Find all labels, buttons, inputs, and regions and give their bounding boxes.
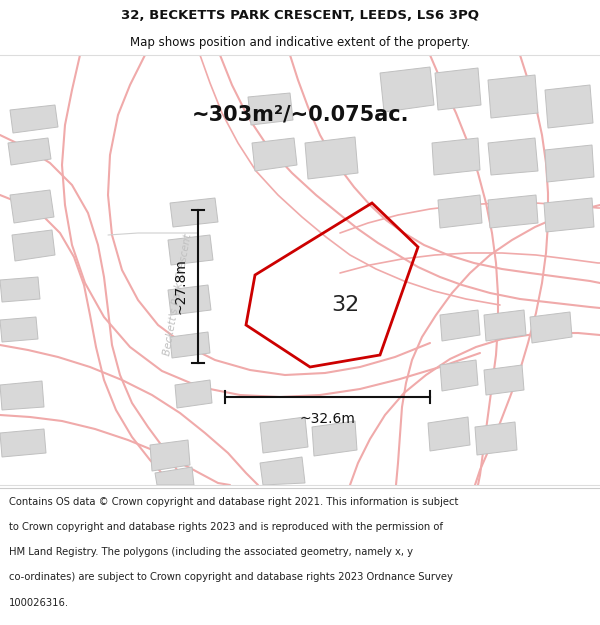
Polygon shape xyxy=(438,195,482,228)
Polygon shape xyxy=(488,138,538,175)
Text: to Crown copyright and database rights 2023 and is reproduced with the permissio: to Crown copyright and database rights 2… xyxy=(9,522,443,532)
Polygon shape xyxy=(175,380,212,408)
Polygon shape xyxy=(155,467,194,485)
Text: ~303m²/~0.075ac.: ~303m²/~0.075ac. xyxy=(191,105,409,125)
Text: 100026316.: 100026316. xyxy=(9,598,69,608)
Polygon shape xyxy=(248,93,293,125)
Polygon shape xyxy=(252,138,297,171)
Polygon shape xyxy=(168,235,213,265)
Polygon shape xyxy=(440,360,478,391)
Polygon shape xyxy=(475,422,517,455)
Polygon shape xyxy=(260,417,308,453)
Text: ~32.6m: ~32.6m xyxy=(299,412,355,426)
Polygon shape xyxy=(432,138,480,175)
Polygon shape xyxy=(484,365,524,395)
Polygon shape xyxy=(488,195,538,228)
Polygon shape xyxy=(545,85,593,128)
Polygon shape xyxy=(440,310,480,341)
Polygon shape xyxy=(0,429,46,457)
Polygon shape xyxy=(488,75,538,118)
Polygon shape xyxy=(0,317,38,342)
Polygon shape xyxy=(150,440,190,471)
Text: ~27.8m: ~27.8m xyxy=(173,259,187,314)
Text: 32: 32 xyxy=(331,296,359,316)
Polygon shape xyxy=(544,198,594,232)
Text: 32, BECKETTS PARK CRESCENT, LEEDS, LS6 3PQ: 32, BECKETTS PARK CRESCENT, LEEDS, LS6 3… xyxy=(121,9,479,22)
Polygon shape xyxy=(260,457,305,485)
Text: co-ordinates) are subject to Crown copyright and database rights 2023 Ordnance S: co-ordinates) are subject to Crown copyr… xyxy=(9,572,453,582)
Polygon shape xyxy=(435,68,481,110)
Polygon shape xyxy=(10,190,54,223)
Polygon shape xyxy=(8,138,51,165)
Polygon shape xyxy=(305,137,358,179)
Text: HM Land Registry. The polygons (including the associated geometry, namely x, y: HM Land Registry. The polygons (includin… xyxy=(9,548,413,558)
Polygon shape xyxy=(170,198,218,227)
Polygon shape xyxy=(10,105,58,133)
Text: Map shows position and indicative extent of the property.: Map shows position and indicative extent… xyxy=(130,36,470,49)
Polygon shape xyxy=(168,285,211,315)
Polygon shape xyxy=(312,421,357,456)
Polygon shape xyxy=(0,277,40,302)
Text: Beckett's Park Crescent: Beckett's Park Crescent xyxy=(163,233,194,357)
Polygon shape xyxy=(428,417,470,451)
Polygon shape xyxy=(545,145,594,182)
Text: Contains OS data © Crown copyright and database right 2021. This information is : Contains OS data © Crown copyright and d… xyxy=(9,497,458,507)
Polygon shape xyxy=(170,332,210,358)
Polygon shape xyxy=(530,312,572,343)
Polygon shape xyxy=(0,381,44,410)
Polygon shape xyxy=(380,67,434,112)
Polygon shape xyxy=(484,310,526,341)
Polygon shape xyxy=(12,230,55,261)
